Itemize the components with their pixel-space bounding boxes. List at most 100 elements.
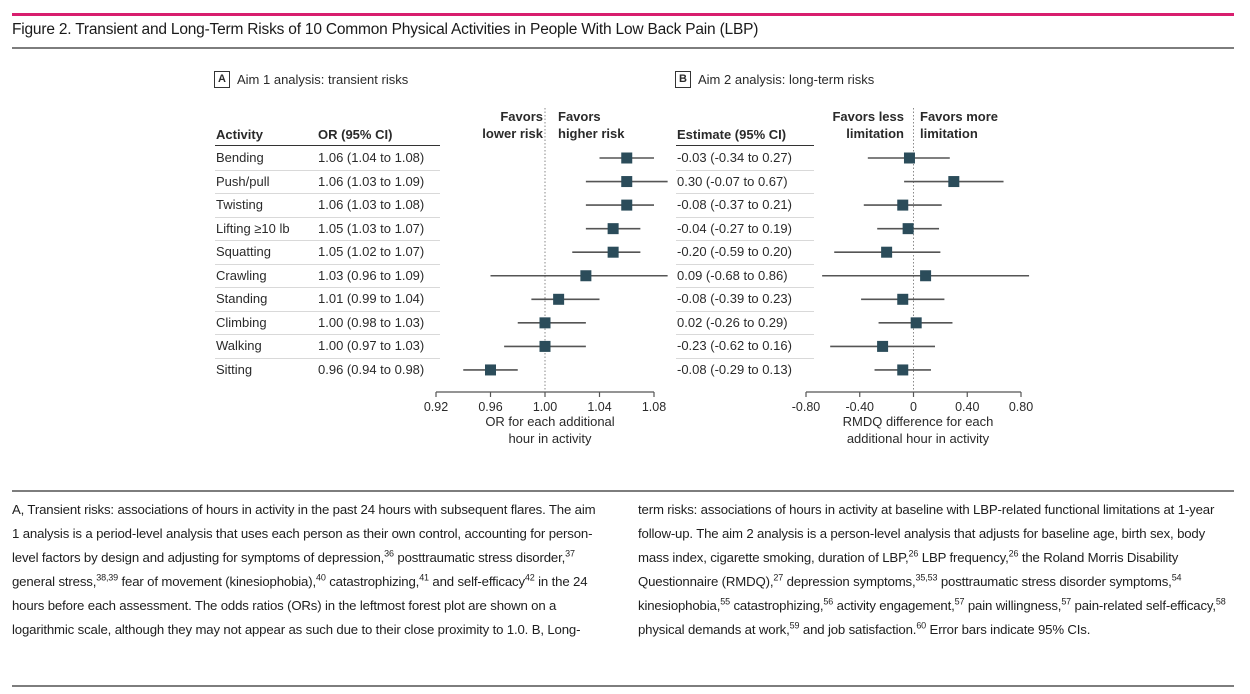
panel-b-row-divider bbox=[676, 287, 814, 289]
estimate-ci-text: 0.09 (-0.68 to 0.86) bbox=[677, 267, 788, 283]
or-ci-text: 1.06 (1.04 to 1.08) bbox=[318, 150, 425, 165]
favors-lower-risk-label: Favors lower risk bbox=[455, 108, 543, 142]
panel-b-point-marker bbox=[948, 176, 960, 188]
reference-superscript: 55 bbox=[720, 596, 730, 607]
panel-a-row-divider bbox=[215, 357, 440, 359]
reference-superscript: 37 bbox=[565, 548, 575, 559]
panel-b-x-tick-label: 0 bbox=[910, 400, 917, 414]
panel-b-x-tick-label: -0.40 bbox=[846, 400, 875, 414]
panel-a-row-divider bbox=[215, 216, 440, 218]
col-header-activity: Activity bbox=[216, 127, 263, 142]
favors-less-limitation-label: Favors less limitation bbox=[818, 108, 904, 142]
panel-b-title: Aim 2 analysis: long-term risks bbox=[698, 72, 875, 87]
activity-label: Walking bbox=[216, 338, 262, 354]
panel-b-point-marker bbox=[920, 270, 932, 282]
panel-b-point-marker bbox=[897, 199, 909, 211]
favors-more-limitation-line2: limitation bbox=[920, 126, 978, 141]
panel-a-axis-title-line2: hour in activity bbox=[508, 431, 592, 446]
panel-b-point-marker bbox=[877, 340, 889, 352]
activity-label: Sitting bbox=[216, 361, 253, 377]
favors-less-limitation-line2: limitation bbox=[846, 126, 904, 141]
title-divider bbox=[12, 47, 1234, 49]
or-ci-text: 1.03 (0.96 to 1.09) bbox=[318, 267, 425, 283]
reference-superscript: 59 bbox=[789, 620, 800, 631]
panel-b-row-divider bbox=[676, 193, 814, 195]
favors-higher-risk-line1: Favors bbox=[558, 109, 601, 124]
panel-a-point-marker bbox=[485, 364, 496, 376]
panel-a-x-tick-label: 0.92 bbox=[424, 400, 448, 414]
favors-lower-risk-line2: lower risk bbox=[482, 126, 543, 141]
activity-label: Lifting ≥10 lb bbox=[216, 220, 290, 236]
panel-a-point-marker bbox=[621, 199, 633, 211]
panel-b-row-divider bbox=[676, 263, 814, 265]
panel-a-row-divider bbox=[215, 169, 440, 171]
estimate-ci-text: -0.08 (-0.39 to 0.23) bbox=[677, 291, 792, 307]
reference-superscript: 60 bbox=[916, 620, 927, 631]
col-header-estimate: Estimate (95% CI) bbox=[677, 127, 787, 142]
favors-higher-risk-label: Favors higher risk bbox=[558, 108, 624, 142]
caption-right-column: term risks: associations of hours in act… bbox=[638, 502, 1226, 637]
estimate-ci-text: 0.02 (-0.26 to 0.29) bbox=[677, 314, 788, 330]
or-ci-text: 1.06 (1.03 to 1.08) bbox=[318, 197, 425, 213]
panel-b-point-marker bbox=[897, 364, 909, 376]
reference-superscript: 36 bbox=[384, 548, 394, 559]
activity-label: Crawling bbox=[216, 267, 267, 283]
favors-less-limitation-line1: Favors less bbox=[832, 109, 904, 124]
favors-more-limitation-line1: Favors more bbox=[920, 109, 999, 124]
caption-top-rule bbox=[12, 490, 1234, 492]
or-ci-text: 1.05 (1.02 to 1.07) bbox=[318, 244, 425, 260]
or-ci-text: 1.06 (1.03 to 1.09) bbox=[318, 173, 425, 189]
estimate-ci-text: -0.04 (-0.27 to 0.19) bbox=[677, 220, 792, 236]
panel-a-x-tick-label: 1.08 bbox=[642, 400, 666, 414]
panel-a-row-divider bbox=[215, 240, 440, 242]
panel-a-point-marker bbox=[553, 293, 565, 305]
panel-a-header-rule bbox=[215, 145, 440, 146]
or-ci-text: 1.01 (0.99 to 1.04) bbox=[318, 291, 425, 307]
panel-a-row-divider bbox=[215, 310, 440, 312]
panel-b-row-divider bbox=[676, 169, 814, 171]
estimate-ci-text: -0.08 (-0.37 to 0.21) bbox=[677, 197, 792, 213]
panel-b-row-divider bbox=[676, 357, 814, 359]
panel-a-point-marker bbox=[539, 317, 551, 329]
activity-label: Squatting bbox=[216, 244, 271, 260]
panel-b-heading: B Aim 2 analysis: long-term risks bbox=[675, 71, 874, 88]
panel-b-label-box: B bbox=[675, 71, 691, 88]
panel-a-heading: A Aim 1 analysis: transient risks bbox=[214, 71, 408, 88]
reference-superscript: 57 bbox=[954, 596, 965, 607]
activity-label: Push/pull bbox=[216, 173, 270, 189]
panel-a-row-divider bbox=[215, 334, 440, 336]
activity-label: Bending bbox=[216, 150, 264, 165]
panel-b-row-divider bbox=[676, 310, 814, 312]
panel-a-point-marker bbox=[580, 270, 592, 282]
estimate-ci-text: -0.08 (-0.29 to 0.13) bbox=[677, 361, 792, 377]
reference-superscript: 26 bbox=[908, 548, 919, 559]
col-header-or: OR (95% CI) bbox=[318, 127, 393, 142]
panel-b-header-rule bbox=[676, 145, 814, 146]
reference-superscript: 38,39 bbox=[96, 572, 119, 583]
accent-rule bbox=[12, 13, 1234, 16]
panel-a-row-divider bbox=[215, 263, 440, 265]
panel-a-x-tick-label: 1.04 bbox=[587, 400, 611, 414]
panel-b-axis-title: RMDQ difference for each additional hour… bbox=[828, 413, 1008, 447]
panel-a-point-marker bbox=[607, 223, 619, 235]
reference-superscript: 57 bbox=[1061, 596, 1072, 607]
panel-b-row-divider bbox=[676, 240, 814, 242]
reference-superscript: 56 bbox=[823, 596, 834, 607]
panel-a-label-box: A bbox=[214, 71, 230, 88]
or-ci-text: 0.96 (0.94 to 0.98) bbox=[318, 361, 425, 377]
panel-b-axis-title-line2: additional hour in activity bbox=[846, 431, 990, 446]
panel-b-x-tick-label: -0.80 bbox=[792, 400, 821, 414]
activity-label: Standing bbox=[216, 291, 268, 307]
favors-more-limitation-label: Favors more limitation bbox=[920, 108, 998, 142]
reference-superscript: 40 bbox=[315, 572, 326, 583]
panel-b-row-divider bbox=[676, 334, 814, 336]
panel-a-point-marker bbox=[621, 176, 633, 188]
panel-a-title: Aim 1 analysis: transient risks bbox=[237, 72, 409, 87]
panel-a-x-tick-label: 1.00 bbox=[533, 400, 557, 414]
or-ci-text: 1.00 (0.97 to 1.03) bbox=[318, 338, 425, 354]
activity-label: Climbing bbox=[216, 314, 267, 330]
panel-b-point-marker bbox=[903, 152, 915, 164]
estimate-ci-text: -0.23 (-0.62 to 0.16) bbox=[677, 338, 792, 354]
panel-a-axis-title-line1: OR for each additional bbox=[485, 414, 615, 429]
panel-b-point-marker bbox=[881, 246, 893, 258]
